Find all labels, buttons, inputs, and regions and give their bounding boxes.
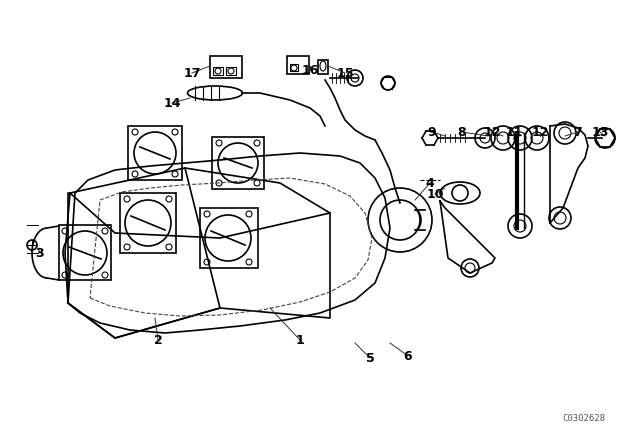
- Bar: [59, 225, 111, 280]
- Text: 9: 9: [428, 125, 436, 138]
- Text: 3: 3: [36, 246, 44, 259]
- Text: 4: 4: [426, 177, 435, 190]
- Bar: [212, 137, 264, 189]
- Text: 1: 1: [296, 333, 305, 346]
- Text: 16: 16: [301, 64, 319, 77]
- Bar: [128, 126, 182, 180]
- Bar: [290, 64, 298, 71]
- Bar: [210, 56, 242, 78]
- Bar: [226, 67, 236, 75]
- Bar: [287, 56, 309, 74]
- Text: 13: 13: [591, 125, 609, 138]
- Bar: [213, 67, 223, 75]
- Bar: [318, 60, 328, 74]
- Text: 8: 8: [458, 125, 467, 138]
- Text: C0302628: C0302628: [562, 414, 605, 423]
- Bar: [120, 193, 176, 253]
- Text: 6: 6: [404, 349, 412, 362]
- Text: 12: 12: [531, 125, 548, 138]
- Text: 14: 14: [163, 96, 180, 109]
- Bar: [200, 208, 258, 268]
- Text: 11: 11: [505, 125, 523, 138]
- Text: 2: 2: [154, 333, 163, 346]
- Text: 7: 7: [573, 125, 582, 138]
- Text: 15: 15: [336, 66, 354, 79]
- Text: 12: 12: [483, 125, 500, 138]
- Text: 10: 10: [426, 188, 444, 201]
- Text: 17: 17: [183, 66, 201, 79]
- Text: 5: 5: [365, 352, 374, 365]
